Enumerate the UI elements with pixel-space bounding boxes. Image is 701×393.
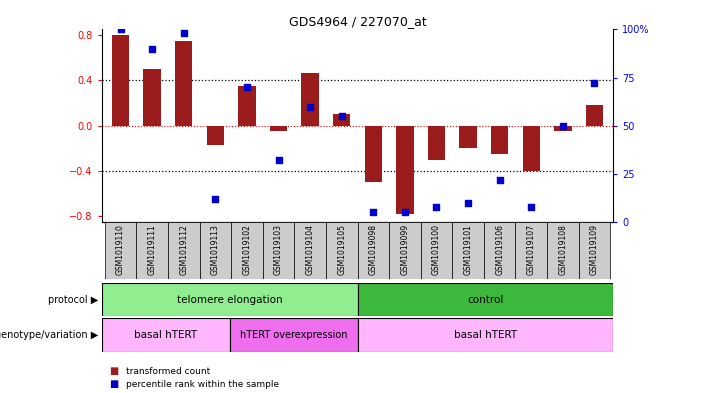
- Text: GSM1019099: GSM1019099: [400, 224, 409, 275]
- Text: GSM1019103: GSM1019103: [274, 224, 283, 275]
- Bar: [554, 126, 571, 131]
- Text: GSM1019109: GSM1019109: [590, 224, 599, 275]
- Bar: [301, 73, 319, 126]
- Bar: [522, 126, 540, 171]
- Bar: [452, 222, 484, 279]
- Text: GSM1019107: GSM1019107: [526, 224, 536, 275]
- Bar: [102, 318, 230, 352]
- Bar: [421, 222, 452, 279]
- Bar: [389, 222, 421, 279]
- Point: [557, 123, 569, 129]
- Text: control: control: [468, 295, 503, 305]
- Text: GSM1019104: GSM1019104: [306, 224, 315, 275]
- Bar: [137, 222, 168, 279]
- Point: [589, 80, 600, 86]
- Bar: [263, 222, 294, 279]
- Point: [115, 26, 126, 33]
- Text: ■: ■: [109, 366, 118, 376]
- Bar: [231, 222, 263, 279]
- Bar: [491, 126, 508, 154]
- Bar: [207, 126, 224, 145]
- Bar: [230, 318, 358, 352]
- Text: percentile rank within the sample: percentile rank within the sample: [126, 380, 279, 389]
- Bar: [200, 222, 231, 279]
- Point: [273, 157, 284, 163]
- Point: [336, 113, 347, 119]
- Point: [178, 30, 189, 37]
- Bar: [459, 126, 477, 149]
- Text: hTERT overexpression: hTERT overexpression: [240, 330, 347, 340]
- Bar: [515, 222, 547, 279]
- Bar: [105, 222, 137, 279]
- Bar: [175, 41, 193, 126]
- Bar: [144, 69, 161, 126]
- Point: [147, 46, 158, 52]
- Text: GSM1019113: GSM1019113: [211, 224, 220, 275]
- Point: [400, 209, 411, 215]
- Bar: [358, 318, 613, 352]
- Text: GSM1019112: GSM1019112: [179, 224, 189, 274]
- Point: [241, 84, 252, 90]
- Title: GDS4964 / 227070_at: GDS4964 / 227070_at: [289, 15, 426, 28]
- Text: genotype/variation ▶: genotype/variation ▶: [0, 330, 98, 340]
- Point: [463, 200, 474, 206]
- Text: basal hTERT: basal hTERT: [454, 330, 517, 340]
- Text: transformed count: transformed count: [126, 367, 210, 376]
- Text: GSM1019100: GSM1019100: [432, 224, 441, 275]
- Bar: [333, 114, 350, 126]
- Text: GSM1019106: GSM1019106: [495, 224, 504, 275]
- Bar: [358, 222, 389, 279]
- Text: ■: ■: [109, 379, 118, 389]
- Point: [494, 176, 505, 183]
- Text: GSM1019110: GSM1019110: [116, 224, 125, 275]
- Bar: [586, 105, 603, 126]
- Text: protocol ▶: protocol ▶: [48, 295, 98, 305]
- Text: GSM1019108: GSM1019108: [558, 224, 567, 275]
- Point: [526, 204, 537, 210]
- Bar: [238, 86, 256, 126]
- Point: [431, 204, 442, 210]
- Bar: [102, 283, 358, 316]
- Bar: [547, 222, 578, 279]
- Bar: [358, 283, 613, 316]
- Text: GSM1019111: GSM1019111: [148, 224, 157, 274]
- Text: GSM1019098: GSM1019098: [369, 224, 378, 275]
- Bar: [484, 222, 515, 279]
- Bar: [168, 222, 200, 279]
- Point: [210, 196, 221, 202]
- Bar: [294, 222, 326, 279]
- Text: telomere elongation: telomere elongation: [177, 295, 283, 305]
- Text: GSM1019105: GSM1019105: [337, 224, 346, 275]
- Bar: [270, 126, 287, 131]
- Bar: [326, 222, 358, 279]
- Bar: [365, 126, 382, 182]
- Point: [304, 103, 315, 110]
- Bar: [112, 35, 129, 126]
- Bar: [396, 126, 414, 214]
- Bar: [578, 222, 610, 279]
- Text: basal hTERT: basal hTERT: [134, 330, 197, 340]
- Point: [368, 209, 379, 215]
- Text: GSM1019102: GSM1019102: [243, 224, 252, 275]
- Text: GSM1019101: GSM1019101: [463, 224, 472, 275]
- Bar: [428, 126, 445, 160]
